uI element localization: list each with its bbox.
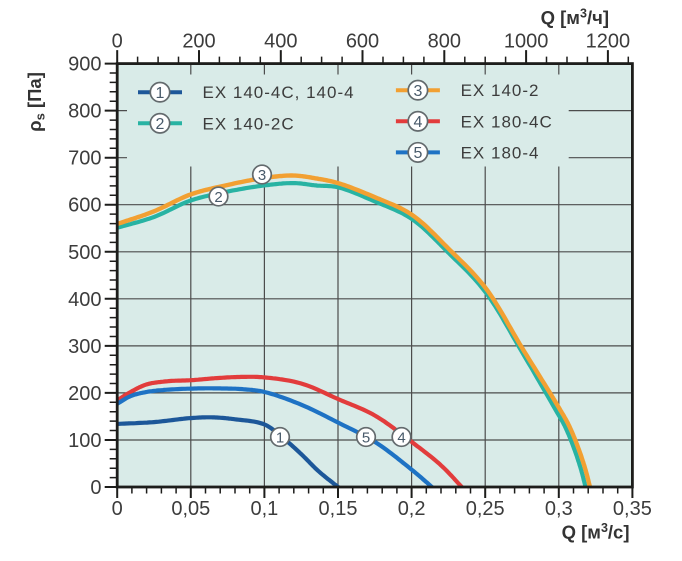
svg-text:0: 0 bbox=[90, 477, 101, 499]
svg-text:4: 4 bbox=[397, 429, 405, 446]
svg-text:800: 800 bbox=[68, 101, 101, 123]
svg-text:5: 5 bbox=[362, 429, 370, 446]
svg-text:ρs [Па]: ρs [Па] bbox=[24, 72, 48, 132]
svg-text:0,15: 0,15 bbox=[319, 498, 358, 520]
svg-text:Q [м3/с]: Q [м3/с] bbox=[562, 521, 630, 543]
svg-text:900: 900 bbox=[68, 54, 101, 76]
svg-text:0,35: 0,35 bbox=[613, 498, 652, 520]
svg-text:0,2: 0,2 bbox=[398, 498, 426, 520]
svg-text:0,1: 0,1 bbox=[250, 498, 278, 520]
svg-text:2: 2 bbox=[156, 116, 165, 133]
svg-text:800: 800 bbox=[428, 31, 461, 53]
svg-text:600: 600 bbox=[346, 31, 379, 53]
svg-text:700: 700 bbox=[68, 148, 101, 170]
svg-text:400: 400 bbox=[264, 31, 297, 53]
svg-text:2: 2 bbox=[214, 189, 222, 206]
svg-text:EX 140-2C: EX 140-2C bbox=[203, 114, 295, 133]
svg-text:400: 400 bbox=[68, 289, 101, 311]
svg-text:0: 0 bbox=[112, 31, 123, 53]
svg-text:1: 1 bbox=[276, 429, 284, 446]
svg-text:1000: 1000 bbox=[504, 31, 549, 53]
svg-text:0: 0 bbox=[112, 498, 123, 520]
svg-text:200: 200 bbox=[68, 383, 101, 405]
svg-text:3: 3 bbox=[258, 167, 266, 184]
svg-text:600: 600 bbox=[68, 195, 101, 217]
svg-text:1: 1 bbox=[156, 85, 165, 102]
svg-text:0,05: 0,05 bbox=[171, 498, 210, 520]
svg-text:1200: 1200 bbox=[586, 31, 631, 53]
svg-text:EX 140-2: EX 140-2 bbox=[461, 81, 540, 100]
svg-text:EX 180-4C: EX 180-4C bbox=[461, 112, 553, 131]
svg-text:5: 5 bbox=[413, 145, 422, 162]
svg-text:100: 100 bbox=[68, 430, 101, 452]
svg-text:500: 500 bbox=[68, 242, 101, 264]
svg-text:0,3: 0,3 bbox=[545, 498, 573, 520]
svg-text:0,25: 0,25 bbox=[466, 498, 505, 520]
svg-text:EX 140-4C, 140-4: EX 140-4C, 140-4 bbox=[203, 83, 355, 102]
svg-text:4: 4 bbox=[413, 114, 422, 131]
svg-text:Q [м3/ч]: Q [м3/ч] bbox=[541, 7, 609, 29]
svg-text:300: 300 bbox=[68, 336, 101, 358]
svg-text:3: 3 bbox=[413, 83, 422, 100]
svg-text:200: 200 bbox=[182, 31, 215, 53]
svg-text:EX 180-4: EX 180-4 bbox=[461, 143, 540, 162]
